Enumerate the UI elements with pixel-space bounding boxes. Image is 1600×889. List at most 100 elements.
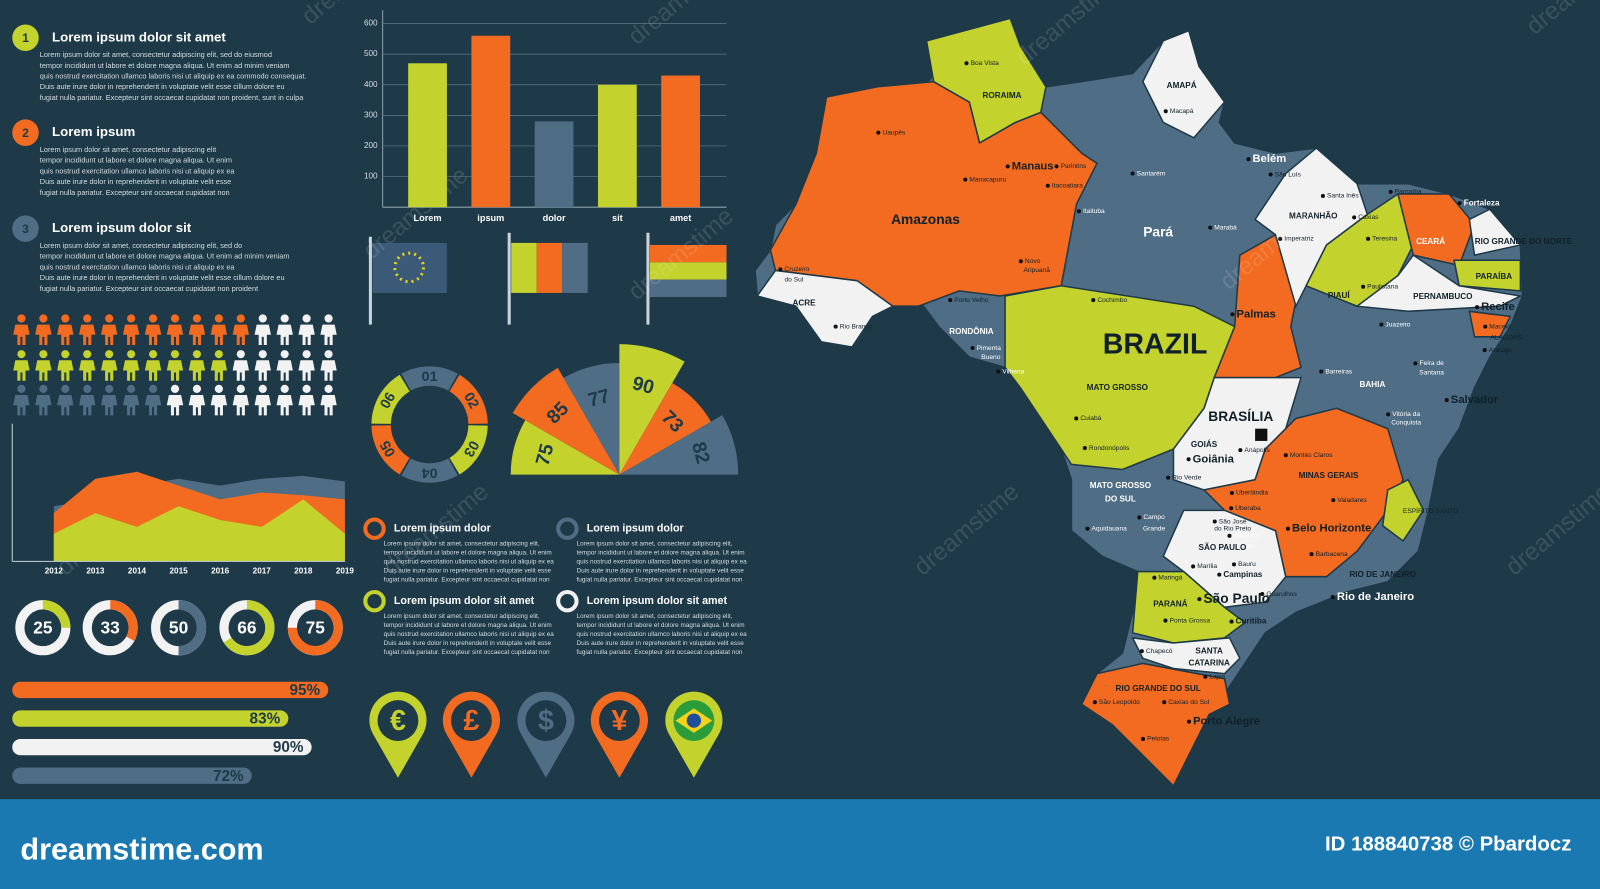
city-dot [1246, 157, 1251, 162]
map-label: Marabá [1214, 224, 1237, 231]
info-text: Lorem ipsum dolor sit amet, consectetur … [577, 541, 733, 548]
person-body [79, 360, 96, 381]
map-label: Amazonas [891, 212, 960, 227]
info-icon [556, 589, 579, 613]
person-head [170, 384, 180, 393]
info-text: quis nostrud exercitation ullamco labori… [384, 631, 555, 638]
map-label: Uberlândia [1236, 490, 1268, 497]
person-icon [298, 384, 315, 416]
state-alagoas [1468, 310, 1512, 338]
person-icon [210, 384, 228, 416]
person-body [320, 360, 337, 381]
map-label: Porto Velho [954, 297, 989, 304]
city-dot [1217, 572, 1222, 577]
y-tick-label: 500 [364, 49, 378, 58]
flags [368, 232, 727, 325]
person-icon [57, 350, 74, 381]
person-head [105, 314, 114, 323]
city-dot [1092, 700, 1097, 705]
person-head [83, 350, 92, 359]
city-dot [970, 346, 975, 351]
fan-segment [563, 363, 620, 475]
pin-inner [525, 700, 567, 742]
info-text: Lorem ipsum dolor sit amet, consectetur … [577, 613, 733, 620]
capital-marker [1255, 428, 1268, 441]
city-dot [1474, 305, 1480, 310]
person-body [79, 324, 96, 345]
info-icon [363, 589, 386, 613]
city-dot [1227, 533, 1232, 538]
state-santa-catarina [1131, 636, 1241, 675]
city-dot [1045, 183, 1050, 188]
city-dot [963, 177, 968, 182]
city-dot [1076, 209, 1081, 214]
map-label: Marília [1197, 563, 1217, 570]
info-text: fugiat nulla pariatur. Excepteur sint oc… [384, 577, 550, 584]
step-number: 3 [22, 222, 29, 236]
map-label: Rio Branco [840, 323, 873, 330]
map-label: ESPÍRITO SANTO [1403, 506, 1458, 515]
brazil-pin [665, 691, 723, 778]
city-dot [1163, 618, 1168, 623]
map-label: RONDÔNIA [949, 325, 994, 336]
person-icon [276, 350, 293, 381]
map-label: Valadares [1337, 497, 1367, 504]
person-icon [122, 384, 140, 416]
map-label: Bauru [1238, 561, 1256, 568]
person-icon [79, 314, 96, 345]
state-parana [1131, 570, 1247, 644]
city-dot [1018, 259, 1023, 264]
map-label: RIO GRANDE DO SUL [1116, 684, 1201, 693]
map-label: Belo Horizonte [1292, 523, 1371, 535]
ring-label: 03 [460, 438, 482, 460]
city-dot [1074, 416, 1079, 421]
person-head [127, 350, 136, 359]
person-body [320, 394, 337, 416]
x-tick-label: 2016 [211, 567, 230, 576]
pin-symbol: £ [463, 705, 479, 737]
map-label: Ponta Grossa [1170, 617, 1211, 624]
city-dot [1203, 674, 1208, 679]
step-title: Lorem ipsum [52, 124, 135, 139]
person-head [192, 384, 202, 393]
step-text: tempor incididunt ut labore et dolore ma… [40, 252, 290, 261]
city-dot [1166, 475, 1171, 480]
donut-segment [110, 600, 138, 641]
donut-label: 50 [169, 617, 188, 637]
person-icon [320, 384, 337, 416]
person-body [122, 324, 140, 345]
city-dot [1444, 398, 1449, 403]
person-icon [166, 350, 184, 381]
person-body [210, 324, 228, 345]
map-label: Maringá [1158, 574, 1182, 581]
flag-stripe [536, 242, 563, 293]
map-label: Guarulhos [1266, 591, 1297, 598]
map-label: São José [1219, 518, 1247, 525]
info-text: tempor incididunt ut labore et dolore ma… [577, 550, 745, 557]
x-tick-label: ipsum [477, 213, 504, 223]
map-label: ALAGOAS [1490, 335, 1522, 342]
person-body [166, 360, 184, 381]
bar [408, 63, 447, 208]
city-dot [1388, 189, 1393, 194]
city-dot [1331, 498, 1336, 503]
city-dot [1268, 172, 1273, 177]
person-body [13, 324, 30, 345]
map-label: Manacapuru [969, 176, 1006, 183]
info-text: fugiat nulla pariatur. Excepteur sint oc… [577, 649, 743, 656]
person-icon [122, 314, 140, 345]
map-label: Pará [1143, 224, 1173, 239]
person-head [324, 314, 333, 323]
fan-segment [619, 344, 685, 475]
map-label: Belém [1253, 153, 1287, 165]
map-label: CEARÁ [1416, 236, 1445, 246]
map-label: ACRE [793, 298, 817, 307]
map-label: Anápolis [1244, 447, 1270, 454]
person-head [258, 384, 267, 393]
bar [597, 84, 637, 208]
person-icon [144, 314, 162, 345]
map-label: Aripuanã [1023, 267, 1050, 274]
ring-segment [401, 366, 458, 391]
city-dot [1283, 453, 1288, 458]
person-head [280, 314, 289, 323]
